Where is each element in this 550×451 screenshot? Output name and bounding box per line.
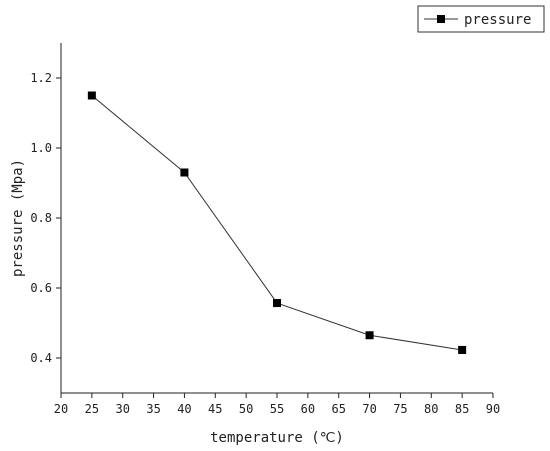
legend: pressure xyxy=(417,5,545,33)
plot-area xyxy=(87,91,467,354)
y-ticks: 0.4 0.6 0.8 1.0 1.2 xyxy=(30,71,61,365)
x-tick-label: 90 xyxy=(486,402,500,416)
y-tick-label: 1.2 xyxy=(30,71,52,85)
x-tick-label: 70 xyxy=(362,402,376,416)
data-point xyxy=(180,168,189,177)
x-tick-label: 80 xyxy=(424,402,438,416)
data-point xyxy=(458,345,467,354)
x-tick-label: 85 xyxy=(455,402,469,416)
data-point xyxy=(87,91,96,100)
x-tick-label: 25 xyxy=(85,402,99,416)
x-tick-label: 75 xyxy=(393,402,407,416)
x-tick-label: 60 xyxy=(301,402,315,416)
y-tick-label: 0.4 xyxy=(30,351,52,365)
series-line-0 xyxy=(91,95,463,351)
y-tick-label: 0.6 xyxy=(30,281,52,295)
x-tick-label: 20 xyxy=(54,402,68,416)
y-tick-label: 0.8 xyxy=(30,211,52,225)
x-ticks: 20 25 30 35 40 45 50 55 60 65 70 75 80 85 90 xyxy=(54,393,500,416)
x-tick-label: 35 xyxy=(146,402,160,416)
legend-label: pressure xyxy=(464,12,531,28)
x-tick-label: 40 xyxy=(177,402,191,416)
y-tick-label: 1.0 xyxy=(30,141,52,155)
x-tick-label: 65 xyxy=(331,402,345,416)
axes xyxy=(60,43,493,394)
legend-marker xyxy=(437,15,445,23)
x-tick-label: 50 xyxy=(239,402,253,416)
x-tick-label: 45 xyxy=(208,402,222,416)
data-point xyxy=(365,331,374,340)
data-point xyxy=(273,299,281,308)
x-tick-label: 30 xyxy=(115,402,129,416)
x-axis-title: temperature (℃) xyxy=(210,430,344,446)
x-tick-label: 55 xyxy=(270,402,284,416)
y-axis-title: pressure (Mpa) xyxy=(10,159,26,277)
